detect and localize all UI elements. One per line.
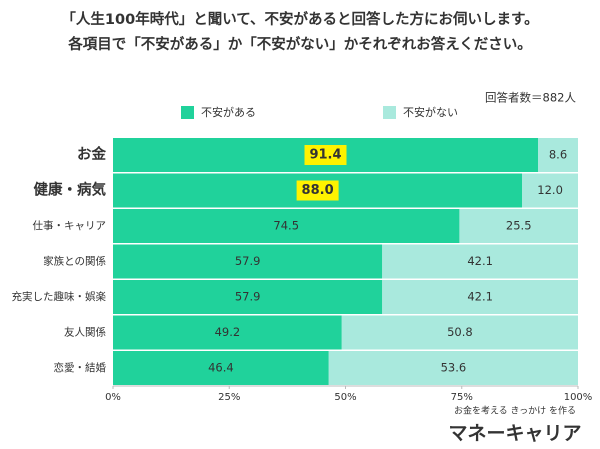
value-label: 42.1 xyxy=(467,290,493,304)
category-label: 家族との関係 xyxy=(43,255,106,268)
bar-segment xyxy=(328,351,578,385)
legend-swatch xyxy=(383,106,396,119)
value-label: 50.8 xyxy=(447,325,473,339)
category-label: 友人関係 xyxy=(64,326,106,339)
value-label: 42.1 xyxy=(467,254,493,268)
bar-segment xyxy=(522,173,578,208)
value-label: 25.5 xyxy=(506,219,532,233)
value-label: 88.0 xyxy=(302,183,334,198)
value-label: 53.6 xyxy=(441,361,467,375)
legend-label: 不安がある xyxy=(201,105,256,119)
x-tick-label: 100% xyxy=(564,392,593,403)
label-highlight xyxy=(296,180,339,201)
chart-title: 「人生100年時代」と聞いて、不安があると回答した方にお伺いします。 xyxy=(61,10,538,28)
chart-title: 各項目で「不安がある」か「不安がない」かそれぞれお答えください。 xyxy=(67,35,532,53)
category-label: 健康・病気 xyxy=(34,181,107,199)
bar-segment xyxy=(382,244,578,279)
x-tick-label: 25% xyxy=(218,392,240,403)
legend-label: 不安がない xyxy=(403,105,458,119)
category-label: 恋愛・結婚 xyxy=(54,361,107,374)
legend-swatch xyxy=(181,106,194,119)
x-tick-label: 0% xyxy=(105,392,121,403)
value-label: 57.9 xyxy=(235,290,261,304)
subtitle: 回答者数＝882人 xyxy=(485,91,576,105)
logo-name: マネーキャリア xyxy=(448,423,581,445)
bar-segment xyxy=(459,209,578,243)
category-label: 仕事・キャリア xyxy=(33,219,107,232)
value-label: 49.2 xyxy=(215,325,241,339)
value-label: 12.0 xyxy=(537,183,563,197)
category-label: 充実した趣味・娯楽 xyxy=(12,290,107,303)
value-label: 46.4 xyxy=(208,361,234,375)
bar-segment xyxy=(113,351,329,385)
value-label: 91.4 xyxy=(309,148,341,163)
category-label: お金 xyxy=(77,145,106,163)
bar-segment xyxy=(341,315,578,350)
label-highlight xyxy=(304,145,347,165)
bar-segment xyxy=(382,280,578,314)
bar-segment xyxy=(113,280,383,314)
bar-segment xyxy=(113,315,342,350)
x-tick-label: 75% xyxy=(451,392,473,403)
x-tick-label: 50% xyxy=(334,392,356,403)
value-label: 8.6 xyxy=(549,148,567,162)
bar-segment xyxy=(538,138,578,172)
logo-tagline: お金を考える きっかけ を作る xyxy=(454,405,576,417)
value-label: 57.9 xyxy=(235,254,261,268)
bar-segment xyxy=(113,209,460,243)
bar-segment xyxy=(113,244,383,279)
value-label: 74.5 xyxy=(273,219,299,233)
